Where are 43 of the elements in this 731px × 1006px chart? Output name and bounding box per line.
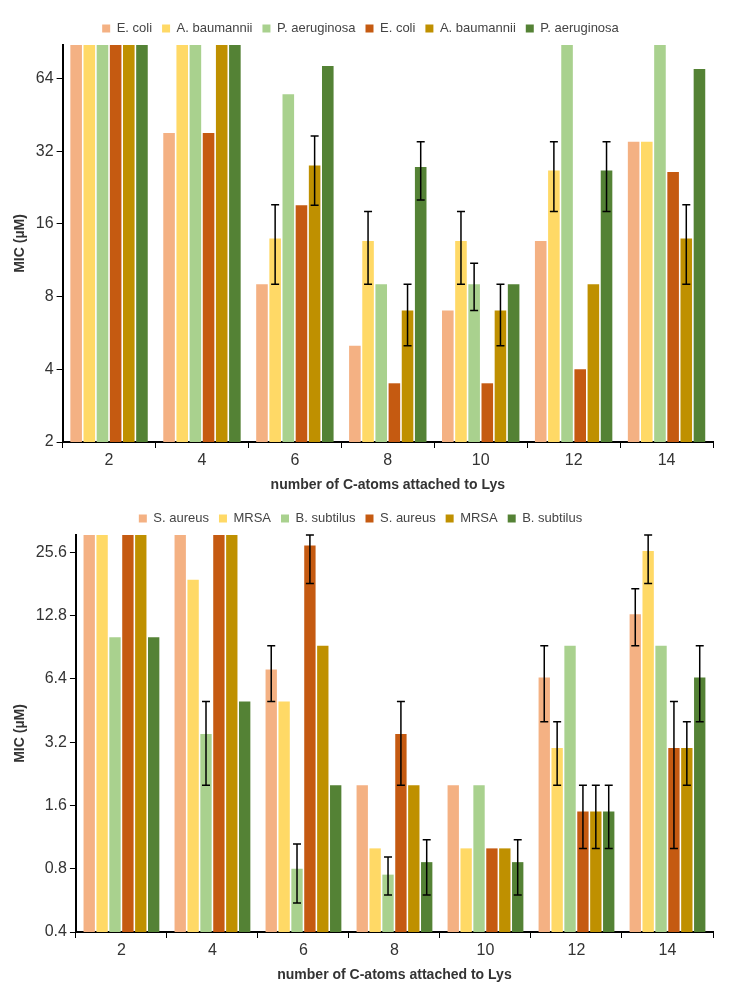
y-tick-label: 16 [35, 214, 54, 232]
x-tick-label: 14 [658, 941, 677, 959]
y-tick-label: 2 [44, 432, 54, 450]
y-tick-label: 32 [35, 141, 54, 159]
legend-label: B. subtilus [295, 510, 356, 526]
legend-label: E. coli [380, 20, 416, 36]
legend-label: S. aureus [380, 510, 437, 526]
legend-label: S. aureus [153, 510, 210, 526]
y-tick-label: 0.8 [44, 859, 68, 877]
x-tick-label: 10 [476, 941, 495, 959]
y-tick-label: 4 [44, 359, 54, 377]
x-axis-title: number of C-atoms attached to Lys [277, 966, 512, 983]
x-tick-label: 10 [471, 451, 490, 469]
y-tick-label: 12.8 [35, 606, 68, 624]
y-axis-title: MIC (µM) [11, 214, 28, 273]
y-axis-title: MIC (µM) [11, 704, 28, 763]
x-tick-label: 6 [299, 941, 309, 959]
x-tick-label: 4 [208, 941, 217, 959]
legend-label: P. aeruginosa [540, 20, 620, 36]
x-tick-label: 2 [116, 941, 126, 959]
y-tick-label: 8 [44, 286, 54, 304]
x-axis-title: number of C-atoms attached to Lys [270, 476, 506, 493]
legend-label: B. subtilus [522, 510, 583, 526]
y-tick-label: 3.2 [44, 732, 68, 750]
legend-label: MRSA [233, 510, 272, 526]
x-tick-label: 2 [104, 451, 114, 469]
x-tick-label: 8 [390, 941, 400, 959]
y-tick-label: 25.6 [35, 542, 68, 560]
legend-label: E. coli [116, 20, 153, 36]
legend-label: A. baumannii [439, 20, 516, 36]
x-tick-label: 12 [564, 451, 583, 469]
x-tick-label: 6 [290, 451, 300, 469]
legend-label: P. aeruginosa [276, 20, 357, 36]
x-tick-label: 12 [567, 941, 586, 959]
y-tick-label: 6.4 [44, 669, 68, 687]
y-tick-label: 64 [35, 68, 54, 86]
x-tick-label: 8 [383, 451, 393, 469]
y-tick-label: 0.4 [44, 922, 68, 940]
legend-label: MRSA [460, 510, 499, 526]
x-tick-label: 14 [657, 451, 676, 469]
x-tick-label: 4 [197, 451, 207, 469]
y-tick-label: 1.6 [44, 795, 68, 813]
legend-label: A. baumannii [176, 20, 253, 36]
